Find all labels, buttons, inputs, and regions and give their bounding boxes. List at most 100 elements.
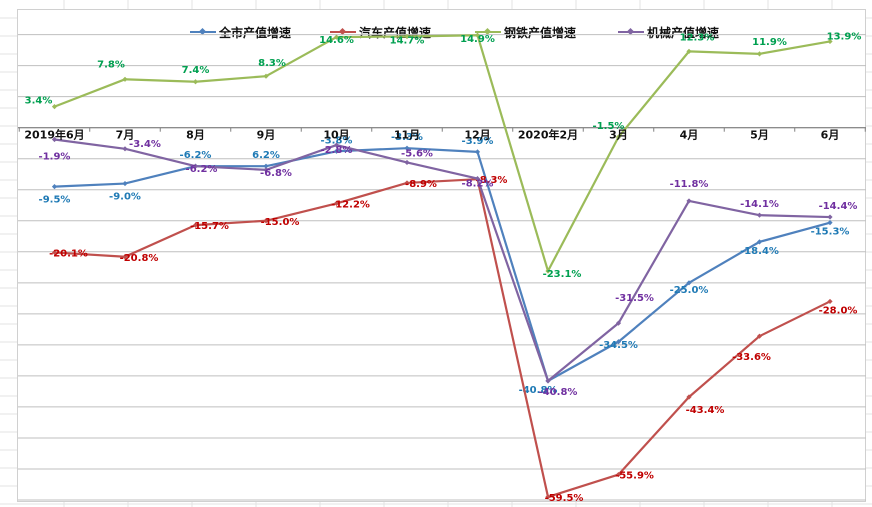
data-point: [333, 142, 340, 148]
data-label: -55.9%: [615, 471, 654, 482]
data-label: -33.6%: [732, 352, 771, 363]
data-label: 8.3%: [258, 58, 286, 69]
data-label: -9.5%: [39, 195, 71, 206]
data-point: [474, 32, 481, 38]
data-label: -31.5%: [615, 293, 654, 304]
data-point: [404, 180, 410, 186]
x-tick-label: 11月: [394, 129, 420, 142]
data-label: -25.0%: [670, 285, 709, 296]
data-label: 13.9%: [827, 31, 862, 42]
data-label: 7.4%: [182, 65, 210, 76]
series-2: -20.1% -20.8% -15.7% -15.0% -12.2% -8.9% -8.3%…: [49, 175, 857, 504]
data-label: -8.3%: [476, 175, 508, 186]
data-point: [545, 378, 551, 384]
data-label: -59.5%: [545, 493, 584, 504]
data-point: [122, 254, 128, 260]
legend-swatch-1: [190, 31, 216, 33]
x-tick-label: 7月: [116, 129, 135, 142]
data-label: 3.4%: [25, 96, 53, 107]
data-label: -3.8%: [321, 135, 353, 146]
data-point: [263, 167, 269, 173]
data-point: [474, 149, 481, 155]
data-point: [333, 200, 340, 206]
data-point: [263, 73, 269, 79]
legend-swatch-4: [618, 31, 644, 33]
data-label: 14.9%: [460, 34, 495, 45]
data-label: -8.9%: [405, 179, 437, 190]
data-label: 6.2%: [252, 150, 280, 161]
data-label: -9.0%: [109, 192, 141, 203]
data-label: 14.6%: [319, 35, 354, 46]
data-point: [263, 163, 269, 169]
data-point: [333, 34, 340, 40]
legend-swatch-3: [475, 31, 501, 33]
data-label: -8.2%: [462, 179, 494, 190]
data-label: 11.9%: [752, 37, 787, 48]
series-line: [54, 178, 831, 498]
x-tick-label: 8月: [186, 129, 205, 142]
data-label: -11.8%: [670, 179, 709, 190]
data-label: -15.7%: [190, 221, 229, 232]
data-label: -40.8%: [519, 385, 558, 396]
data-label: -1.5%: [593, 121, 625, 132]
data-point: [122, 146, 128, 152]
data-label: 7.8%: [97, 59, 125, 70]
series-line: [54, 34, 831, 273]
data-point: [615, 339, 622, 345]
data-point: [474, 175, 481, 182]
x-tick-label: 3月: [609, 129, 628, 142]
legend-label-1: 全市产值增速: [219, 25, 292, 40]
data-label: 12.3%: [680, 32, 715, 43]
data-label: -3.4%: [129, 139, 161, 150]
x-tick-label: 10月: [323, 129, 349, 142]
data-label: -15.3%: [811, 227, 850, 238]
data-label: -23.1%: [543, 269, 582, 280]
x-tick-label: 9月: [257, 129, 276, 142]
data-point: [615, 134, 622, 140]
data-point: [51, 249, 58, 256]
data-point: [615, 320, 622, 326]
series-1: -9.5% -9.0% -6.2% 6.2% -3.8% -3.3% -3.9% -40.8%…: [39, 132, 850, 396]
data-label: -15.0%: [261, 217, 300, 228]
data-point: [404, 159, 410, 166]
data-point: [756, 239, 763, 245]
legend-swatch-2: [330, 31, 356, 33]
x-tick-label: 2020年2月: [518, 128, 578, 142]
chart-area[interactable]: [17, 9, 866, 502]
data-label: 14.7%: [390, 35, 425, 46]
data-point: [545, 268, 551, 274]
legend-label-4: 机械产值增速: [647, 25, 720, 40]
data-label: -6.8%: [260, 168, 292, 179]
data-label: -34.5%: [599, 340, 638, 351]
data-point: [192, 79, 199, 85]
data-point: [122, 180, 128, 187]
data-label: -3.9%: [462, 136, 494, 147]
data-point: [756, 212, 763, 218]
data-point: [192, 222, 199, 228]
data-point: [827, 298, 833, 305]
data-point: [827, 38, 833, 45]
data-point: [686, 198, 692, 204]
data-point: [756, 51, 763, 57]
legend-item-1: 全市产值增速: [190, 22, 291, 42]
data-point: [192, 163, 199, 169]
data-label: -28.0%: [819, 305, 858, 316]
data-point: [51, 103, 58, 110]
data-label: -43.4%: [686, 405, 725, 416]
legend-item-3: 钢铁产值增速: [475, 22, 576, 42]
series-4: -1.9% -3.4% -6.2% -6.8% -2.8% -5.6% -8.2% -40.8…: [39, 136, 858, 398]
data-label: -12.2%: [331, 199, 370, 210]
x-tick-label: 5月: [750, 129, 769, 142]
data-label: -6.2%: [186, 164, 218, 175]
data-point: [122, 76, 128, 82]
data-point: [545, 494, 551, 500]
data-label: -2.8%: [321, 145, 353, 156]
data-point: [686, 394, 692, 400]
data-point: [51, 136, 58, 143]
data-point: [827, 220, 833, 226]
data-label: -14.4%: [819, 201, 858, 212]
legend-label-3: 钢铁产值增速: [504, 25, 577, 40]
data-label: -1.9%: [39, 151, 71, 162]
series-3: 3.4% 7.8% 7.4% 8.3% 14.6% 14.7% 14.9% -23.1% -1.…: [25, 31, 862, 280]
data-label: -5.6%: [401, 148, 433, 159]
